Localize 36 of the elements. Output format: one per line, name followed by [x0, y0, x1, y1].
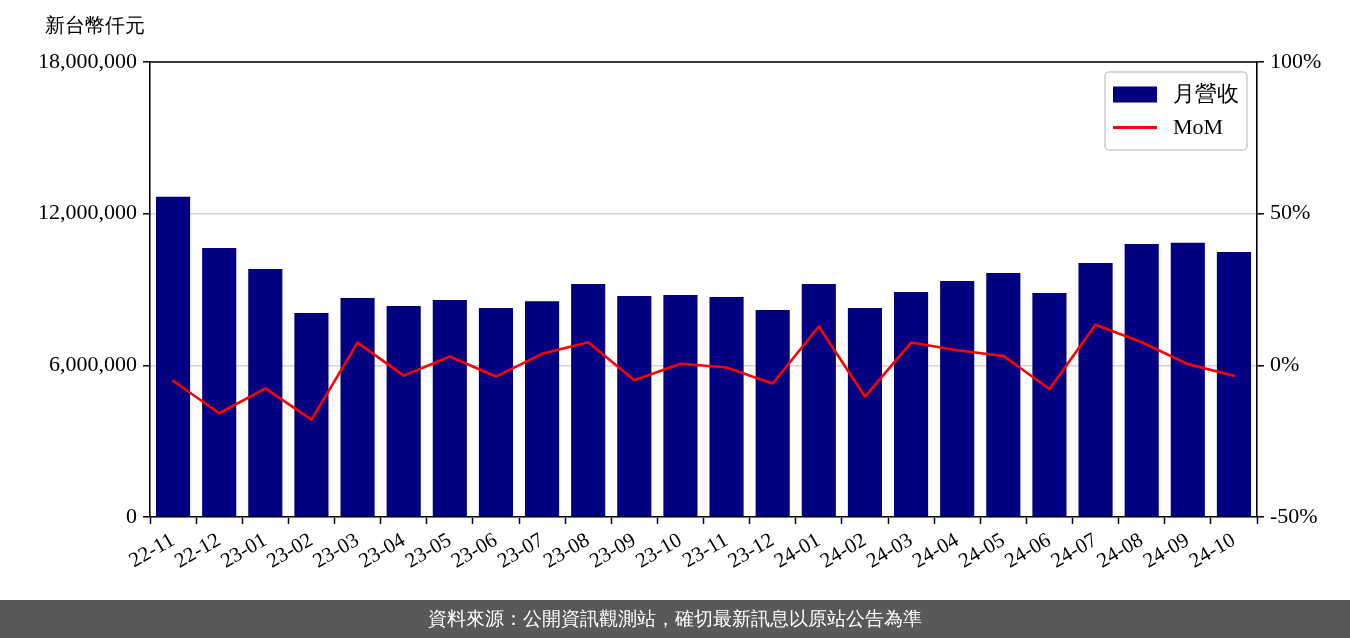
bar [940, 280, 975, 517]
bar [894, 292, 929, 517]
y2-tick-label: 50% [1270, 199, 1311, 225]
bar [1032, 293, 1067, 517]
bar [986, 273, 1021, 517]
y2-tick-label: 100% [1270, 47, 1322, 73]
y-tick-label: 0 [126, 502, 137, 528]
bar [340, 298, 375, 517]
bar [156, 196, 191, 517]
bar [571, 283, 606, 517]
bar [617, 296, 652, 517]
bar [202, 248, 237, 517]
bar [1170, 242, 1205, 517]
bar [432, 300, 467, 517]
bar [1216, 252, 1251, 517]
bar [801, 283, 836, 517]
bar [709, 297, 744, 517]
legend-label: 月營收 [1173, 81, 1239, 107]
legend-label: MoM [1173, 114, 1224, 140]
bar [248, 269, 283, 517]
y-tick-label: 18,000,000 [38, 47, 137, 73]
bar [1124, 244, 1159, 517]
source-note: 資料來源：公開資訊觀測站，確切最新訊息以原站公告為準 [428, 606, 922, 631]
bar [847, 307, 882, 517]
y2-tick-label: 0% [1270, 351, 1300, 377]
bar [386, 305, 421, 517]
bar [294, 313, 329, 517]
y2-tick-label: -50% [1270, 502, 1318, 528]
y-axis-title: 新台幣仟元 [45, 14, 145, 37]
bar [1078, 262, 1113, 517]
bar [663, 295, 698, 517]
y-tick-label: 12,000,000 [38, 199, 137, 225]
bar [755, 309, 790, 517]
bar [525, 301, 560, 517]
y-tick-label: 6,000,000 [49, 351, 137, 377]
bar [478, 307, 513, 517]
